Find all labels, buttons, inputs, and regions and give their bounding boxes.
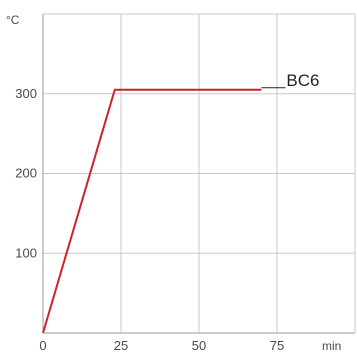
x-tick-label: 50 bbox=[192, 338, 206, 353]
y-tick-label: 100 bbox=[15, 245, 37, 260]
axes bbox=[42, 14, 355, 334]
y-tick-labels: 100 200 300 bbox=[15, 86, 37, 261]
x-tick-labels: 0 25 50 75 bbox=[39, 338, 284, 353]
y-axis-unit-label: °C bbox=[6, 13, 20, 27]
gridlines bbox=[43, 13, 356, 333]
series-label: BC6 bbox=[286, 71, 319, 90]
y-tick-label: 200 bbox=[15, 166, 37, 181]
y-tick-label: 300 bbox=[15, 86, 37, 101]
series-line bbox=[42, 88, 262, 334]
x-axis-unit-label: min bbox=[322, 339, 341, 353]
series-group bbox=[42, 87, 286, 334]
x-tick-label: 25 bbox=[114, 338, 128, 353]
x-tick-label: 0 bbox=[39, 338, 46, 353]
x-tick-label: 75 bbox=[270, 338, 284, 353]
